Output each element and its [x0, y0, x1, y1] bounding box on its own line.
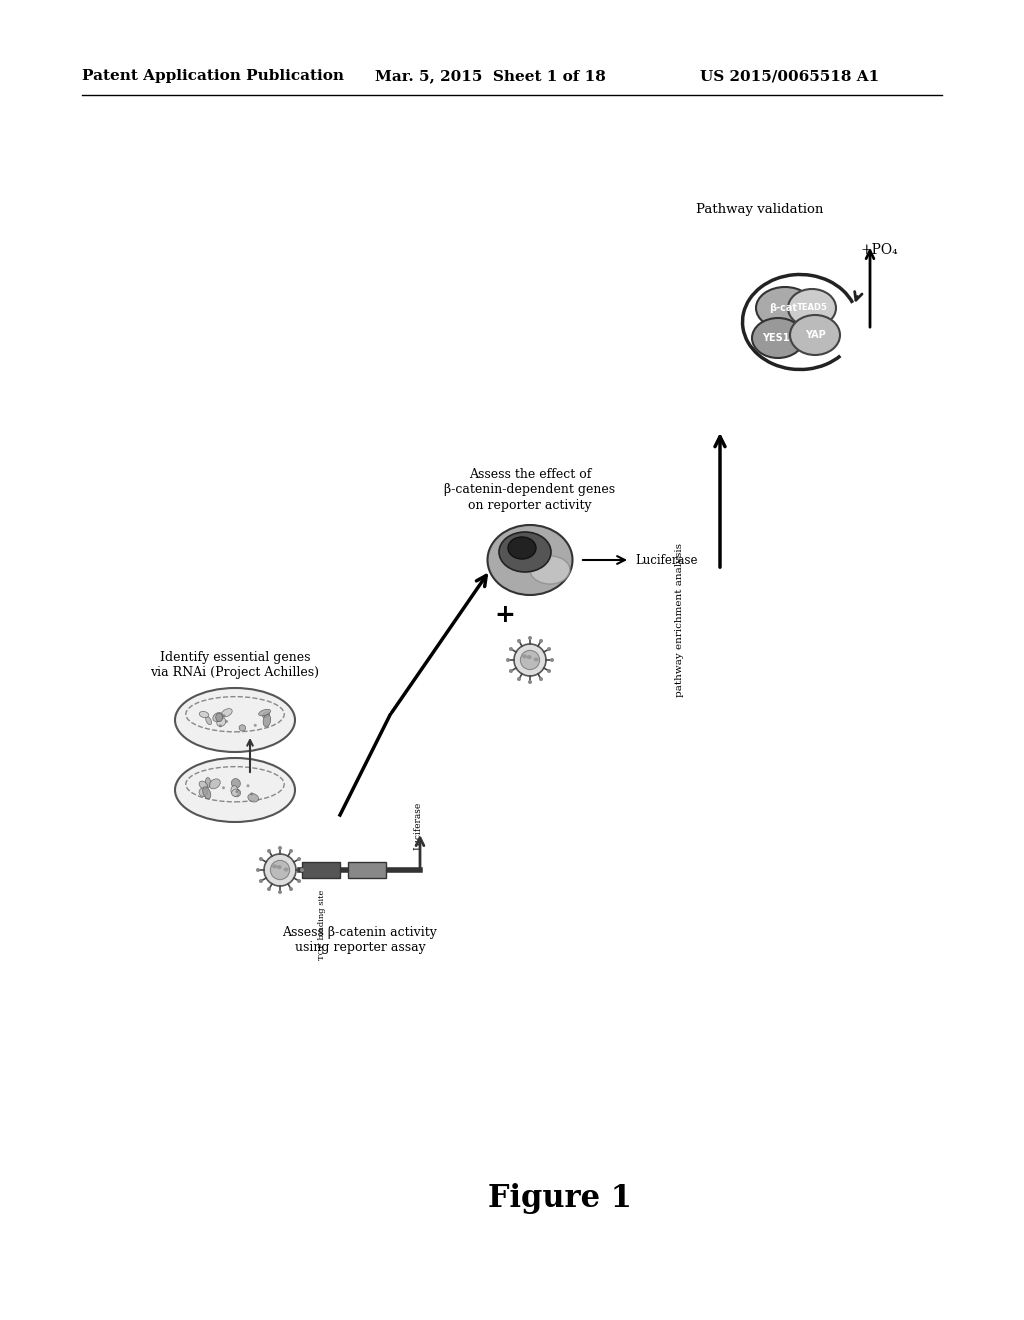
- Ellipse shape: [790, 315, 840, 355]
- Text: Patent Application Publication: Patent Application Publication: [82, 69, 344, 83]
- Ellipse shape: [254, 723, 257, 727]
- Ellipse shape: [231, 779, 241, 788]
- Ellipse shape: [547, 647, 551, 651]
- Bar: [348, 862, 386, 878]
- Ellipse shape: [530, 556, 570, 583]
- Ellipse shape: [517, 639, 521, 643]
- Ellipse shape: [278, 890, 282, 894]
- Ellipse shape: [278, 846, 282, 850]
- Text: Luciferase: Luciferase: [414, 801, 423, 850]
- Ellipse shape: [534, 657, 539, 661]
- Ellipse shape: [225, 719, 228, 723]
- Ellipse shape: [199, 788, 208, 796]
- Ellipse shape: [221, 709, 232, 717]
- Ellipse shape: [175, 758, 295, 822]
- Ellipse shape: [788, 289, 836, 327]
- Ellipse shape: [506, 657, 510, 663]
- Ellipse shape: [231, 789, 240, 796]
- Text: +: +: [495, 603, 515, 627]
- Text: pathway enrichment analysis: pathway enrichment analysis: [676, 543, 684, 697]
- Text: US 2015/0065518 A1: US 2015/0065518 A1: [700, 69, 880, 83]
- Ellipse shape: [752, 318, 804, 358]
- Ellipse shape: [522, 655, 527, 659]
- Ellipse shape: [216, 713, 222, 722]
- Ellipse shape: [270, 861, 290, 879]
- Ellipse shape: [267, 887, 271, 891]
- Ellipse shape: [526, 655, 531, 659]
- Ellipse shape: [219, 725, 222, 727]
- Ellipse shape: [239, 725, 246, 731]
- Ellipse shape: [262, 711, 269, 718]
- Ellipse shape: [297, 879, 301, 883]
- Ellipse shape: [756, 286, 814, 329]
- Ellipse shape: [250, 792, 253, 796]
- Ellipse shape: [206, 717, 212, 725]
- Ellipse shape: [300, 869, 304, 873]
- Ellipse shape: [509, 647, 513, 651]
- Text: TEAD5: TEAD5: [797, 304, 827, 313]
- Ellipse shape: [514, 644, 546, 676]
- Ellipse shape: [264, 854, 296, 886]
- Ellipse shape: [499, 532, 551, 572]
- Ellipse shape: [276, 865, 282, 869]
- Text: Pathway validation: Pathway validation: [696, 203, 823, 216]
- Ellipse shape: [550, 657, 554, 663]
- Ellipse shape: [517, 677, 521, 681]
- Ellipse shape: [236, 791, 239, 793]
- Ellipse shape: [199, 781, 208, 789]
- Text: YES1: YES1: [762, 333, 790, 343]
- Ellipse shape: [263, 714, 270, 727]
- Ellipse shape: [230, 785, 238, 795]
- Ellipse shape: [200, 711, 209, 718]
- Ellipse shape: [547, 669, 551, 673]
- Text: Mar. 5, 2015  Sheet 1 of 18: Mar. 5, 2015 Sheet 1 of 18: [375, 69, 606, 83]
- Ellipse shape: [272, 865, 278, 869]
- Ellipse shape: [209, 779, 220, 789]
- Text: Identify essential genes
via RNAi (Project Achilles): Identify essential genes via RNAi (Proje…: [151, 651, 319, 678]
- Ellipse shape: [256, 869, 260, 873]
- Ellipse shape: [248, 793, 258, 803]
- Ellipse shape: [284, 867, 289, 871]
- Ellipse shape: [247, 784, 250, 787]
- Ellipse shape: [222, 787, 225, 789]
- Ellipse shape: [509, 669, 513, 673]
- Ellipse shape: [528, 680, 532, 684]
- Ellipse shape: [508, 537, 536, 558]
- Ellipse shape: [520, 651, 540, 669]
- Ellipse shape: [259, 879, 263, 883]
- Ellipse shape: [487, 525, 572, 595]
- Ellipse shape: [528, 636, 532, 640]
- Text: Assess the effect of
β-catenin-dependent genes
on reporter activity: Assess the effect of β-catenin-dependent…: [444, 469, 615, 511]
- Ellipse shape: [259, 857, 263, 861]
- Ellipse shape: [233, 789, 241, 797]
- Text: Assess β-catenin activity
using reporter assay: Assess β-catenin activity using reporter…: [283, 927, 437, 954]
- Ellipse shape: [289, 887, 293, 891]
- Ellipse shape: [289, 849, 293, 853]
- Text: β-cat: β-cat: [769, 304, 797, 313]
- Text: Luciferase: Luciferase: [635, 553, 697, 566]
- Ellipse shape: [175, 688, 295, 752]
- Ellipse shape: [539, 639, 543, 643]
- Text: TCF binding site: TCF binding site: [318, 890, 326, 961]
- Ellipse shape: [259, 709, 270, 715]
- Ellipse shape: [267, 849, 271, 853]
- Text: Figure 1: Figure 1: [488, 1183, 632, 1213]
- Text: YAP: YAP: [805, 330, 825, 341]
- Ellipse shape: [203, 787, 211, 799]
- Ellipse shape: [297, 857, 301, 861]
- Bar: [302, 862, 340, 878]
- Ellipse shape: [206, 777, 211, 787]
- Text: +PO₄: +PO₄: [860, 243, 898, 257]
- Ellipse shape: [222, 714, 225, 717]
- Ellipse shape: [539, 677, 543, 681]
- Ellipse shape: [217, 718, 226, 726]
- Ellipse shape: [213, 713, 223, 722]
